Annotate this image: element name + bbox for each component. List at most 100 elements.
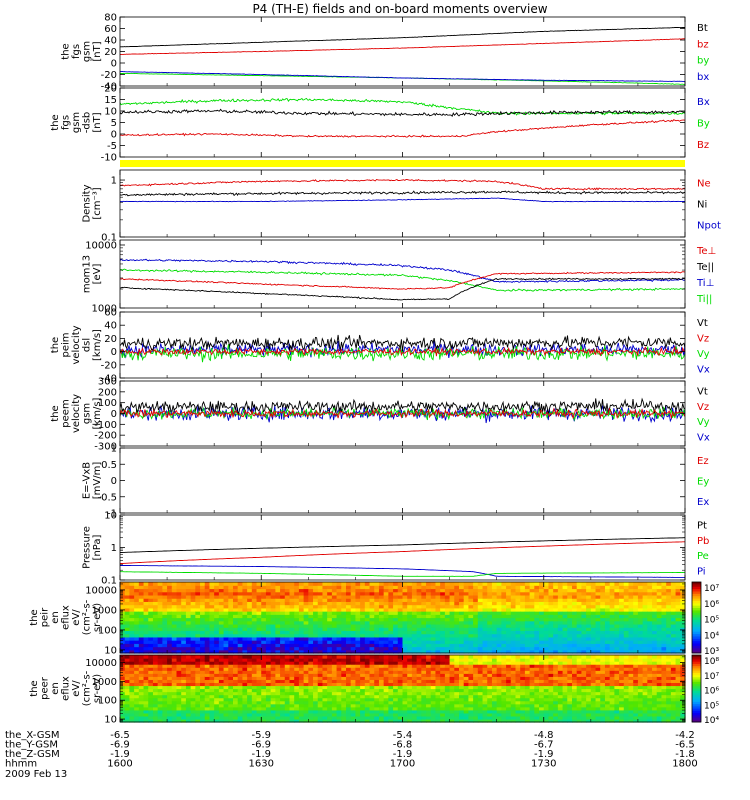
- series-Ti⊥-line: [120, 258, 685, 284]
- panel-9: 10⁷ 10⁶ 10⁵ 10⁴ 10³ 10 100 1000 10000 the peir en ef…: [29, 581, 719, 657]
- colorbar-tick-label: 10⁴: [704, 716, 719, 726]
- y-tick-label: 10000: [85, 658, 117, 669]
- y-tick-label: 300: [98, 377, 117, 388]
- legend-entry: Pi: [697, 566, 706, 577]
- y-ticks: -40 -20 0 20 40 60: [101, 308, 686, 385]
- y-axis-label-line: the: [29, 680, 40, 696]
- y-tick-label: 100: [98, 625, 117, 636]
- series-group: [120, 178, 685, 203]
- panel-4: Te⊥ Te|| Ti⊥ Ti|| 1000 10000 mom13 [eV]: [82, 239, 716, 315]
- y-axis-label-line: sr-eV): [92, 603, 103, 632]
- legend-entry: Pe: [697, 551, 709, 562]
- y-axis-label-line: peer: [40, 676, 51, 700]
- x-axis-row-label: the_Y-GSM: [5, 740, 58, 751]
- legend-entry: Ne: [697, 179, 711, 190]
- y-tick-label: 0: [111, 130, 117, 141]
- legend-entry: Vy: [697, 349, 710, 360]
- y-axis-label-line: the: [29, 609, 40, 625]
- x-axis-row-value: -6.9: [251, 740, 271, 751]
- separator-bar: [120, 160, 685, 167]
- series-Vy-line: [120, 406, 685, 422]
- y-ticks: 10 100 1000 10000: [85, 582, 686, 656]
- y-tick-label: 60: [104, 24, 117, 35]
- legend: Vt Vz Vy Vx: [697, 318, 710, 376]
- colorbar-tick-label: 10⁴: [704, 631, 719, 641]
- colorbar-tick-label: 10⁶: [704, 600, 719, 610]
- legend-entry: Ez: [697, 456, 709, 467]
- y-axis-label-line: sr-eV): [92, 674, 103, 703]
- y-axis-label-line: eV/: [71, 680, 82, 697]
- y-axis-label-line: [nPa]: [92, 534, 103, 560]
- legend-entry: Npot: [697, 221, 721, 232]
- series-Ni-line: [120, 190, 685, 197]
- legend-entry: bx: [697, 72, 709, 83]
- y-tick-label: 20: [104, 47, 117, 58]
- legend-entry: Ex: [697, 497, 709, 508]
- legend: Te⊥ Te|| Ti⊥ Ti||: [696, 246, 716, 305]
- y-tick-label: 1000: [92, 677, 117, 688]
- legend-entry: Vz: [697, 402, 709, 413]
- y-axis-label-line: gsm: [82, 41, 93, 62]
- y-tick-label: -20: [101, 360, 117, 371]
- x-axis-row-value: 1600: [107, 759, 132, 770]
- y-axis-label: the peer en eflux eV/(cm²-s-sr-eV): [29, 670, 103, 706]
- series-group: [120, 334, 685, 363]
- legend-entry: by: [697, 56, 709, 67]
- legend: Ez Ey Ex: [697, 456, 709, 508]
- colorbar-tick-label: 10³: [704, 647, 719, 657]
- x-axis-row-label: the_Z-GSM: [5, 749, 60, 760]
- y-axis-label-line: eflux: [61, 605, 72, 630]
- y-tick-label: 20: [104, 84, 117, 95]
- x-axis-row-value: -4.8: [534, 730, 554, 741]
- y-axis-label-line: the: [61, 43, 72, 59]
- series-group: [120, 26, 685, 85]
- legend-entry: Te||: [696, 262, 714, 273]
- y-tick-label: -40: [101, 82, 117, 93]
- heatmap-cells: [120, 582, 686, 654]
- x-axis-row-value: 1730: [531, 759, 556, 770]
- y-tick-label: 0.1: [101, 233, 117, 244]
- panel-7: Ez Ey Ex -1 -0.5 0 0.5 1 E=-VxB [mV/m]: [82, 444, 710, 520]
- panel-frame: [119, 447, 686, 514]
- legend: Bt bz by bx: [697, 23, 709, 83]
- legend-entry: Te⊥: [696, 246, 716, 257]
- y-axis-label-line: [km/s]: [92, 329, 103, 361]
- y-axis-label: Density [cm⁻³]: [82, 184, 104, 222]
- y-tick-label: 1: [111, 176, 117, 187]
- legend: Ne Ni Npot: [697, 179, 721, 232]
- colorbar-tick-label: 10⁷: [704, 584, 719, 594]
- y-tick-label: 1000: [92, 304, 117, 315]
- y-tick-label: 60: [104, 308, 117, 319]
- y-tick-label: 0: [111, 476, 117, 487]
- y-ticks: 10 100 1000 10000: [85, 655, 686, 726]
- y-axis-label-line: (cm²-s-: [82, 599, 93, 635]
- series-group: [120, 258, 685, 301]
- series-Te||-line: [120, 277, 685, 301]
- y-axis-label-line: en: [50, 611, 61, 624]
- legend-entry: By: [697, 119, 710, 130]
- y-axis-label-line: -dsb: [82, 112, 93, 134]
- colorbar-tick-label: 10⁷: [704, 672, 719, 682]
- y-axis-label-line: [km/s]: [92, 397, 103, 429]
- y-tick-label: 15: [104, 95, 117, 106]
- y-tick-label: 100: [98, 398, 117, 409]
- y-axis-label-line: [eV]: [92, 264, 103, 285]
- legend: Vt Vz Vy Vx: [697, 387, 710, 444]
- y-tick-label: -10: [101, 153, 117, 164]
- y-axis-label-line: gsm: [82, 403, 93, 424]
- y-tick-label: -100: [94, 420, 117, 431]
- legend-entry: Ti||: [696, 294, 712, 305]
- heatmap-cells: [120, 655, 686, 723]
- series-Vt-line: [120, 334, 685, 352]
- y-axis-label-line: velocity: [71, 325, 82, 364]
- y-tick-label: 10: [104, 645, 117, 656]
- series-group: [120, 537, 685, 578]
- x-axis-row-value: -4.2: [675, 730, 695, 741]
- y-tick-label: 100: [98, 696, 117, 707]
- y-tick-label: 0.5: [101, 460, 117, 471]
